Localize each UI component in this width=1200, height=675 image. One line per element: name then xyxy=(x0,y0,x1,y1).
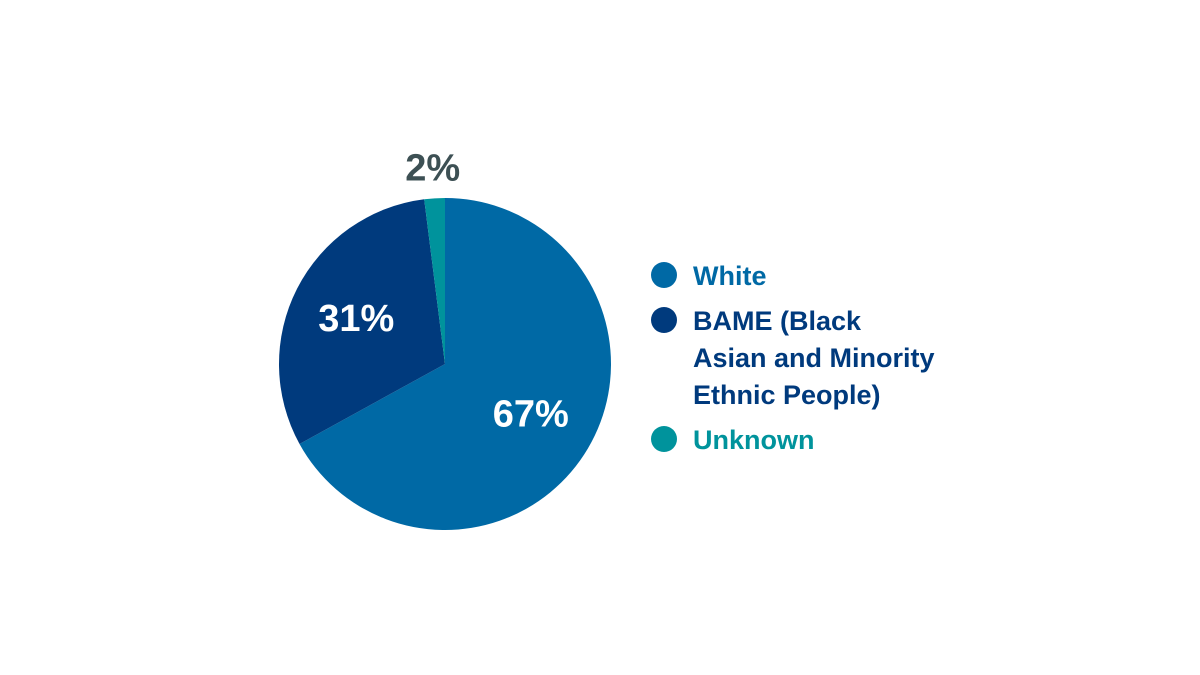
slice-label-white: 67% xyxy=(493,394,569,436)
legend-dot-unknown-icon xyxy=(651,426,677,452)
slice-label-unknown: 2% xyxy=(405,147,460,189)
legend-label-white: White xyxy=(693,261,767,291)
legend-label-bame: BAME (Black Asian and Minority Ethnic Pe… xyxy=(693,306,935,410)
legend-item-bame: BAME (Black Asian and Minority Ethnic Pe… xyxy=(651,303,981,414)
legend-dot-bame-icon xyxy=(651,307,677,333)
pie-slice-white xyxy=(299,198,612,531)
pie-slice-unknown xyxy=(424,198,445,364)
pie-slice-bame xyxy=(278,199,445,444)
legend-item-unknown: Unknown xyxy=(651,422,981,459)
slice-label-bame: 31% xyxy=(318,298,394,340)
legend-dot-white-icon xyxy=(651,262,677,288)
legend: White BAME (Black Asian and Minority Eth… xyxy=(651,258,981,467)
legend-label-unknown: Unknown xyxy=(693,425,815,455)
legend-item-white: White xyxy=(651,258,981,295)
